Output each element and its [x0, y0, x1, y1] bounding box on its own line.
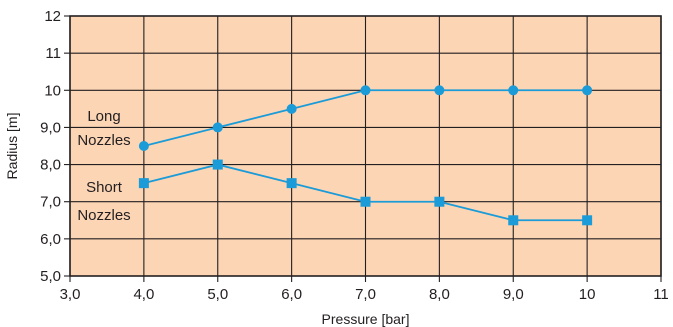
series-long-nozzles: [138, 85, 593, 151]
y-tick-label: 5,0: [40, 268, 61, 285]
data-point: [360, 196, 371, 207]
data-point: [138, 178, 149, 189]
series-short-nozzles: [138, 159, 593, 226]
x-tick-label: 6,0: [281, 286, 302, 303]
y-tick-label: 7,0: [40, 194, 61, 211]
data-point: [508, 215, 519, 226]
series-labels: Long Nozzles Short Nozzles: [77, 108, 130, 224]
x-axis-label: Pressure [bar]: [322, 311, 410, 327]
data-point: [212, 159, 223, 170]
series-label-line: Nozzles: [77, 132, 130, 149]
y-tick-label: 6,0: [40, 231, 61, 248]
x-tick-label: 7,0: [355, 286, 376, 303]
series-label-line: Short: [86, 179, 123, 196]
y-tick-label: 9,0: [40, 119, 61, 136]
x-tick-label: 5,0: [207, 286, 228, 303]
data-point: [582, 85, 593, 96]
data-point: [434, 196, 445, 207]
data-point: [286, 103, 297, 114]
data-point: [212, 122, 223, 133]
data-point: [286, 178, 297, 189]
y-tick-label: 12: [44, 8, 61, 25]
y-axis-ticks: 5,0 6,0 7,0 8,0 9,0 10 11 12: [40, 8, 70, 285]
x-tick-label: 3,0: [60, 286, 81, 303]
data-point: [508, 85, 519, 96]
data-point: [138, 141, 149, 151]
data-point: [434, 85, 445, 96]
x-tick-label: 4,0: [133, 286, 154, 303]
x-axis-ticks: 3,0 4,0 5,0 6,0 7,0 8,0 9,0 10 11: [60, 276, 669, 303]
data-point: [582, 215, 593, 226]
series-label-line: Nozzles: [77, 207, 130, 224]
x-tick-label: 11: [653, 286, 669, 303]
y-tick-label: 11: [45, 45, 61, 62]
y-tick-label: 10: [44, 82, 61, 99]
x-tick-label: 9,0: [503, 286, 524, 303]
data-point: [360, 85, 371, 96]
series-label-line: Long: [87, 108, 120, 125]
x-tick-label: 8,0: [429, 286, 450, 303]
series-layer: [138, 85, 593, 226]
y-axis-label: Radius [m]: [4, 113, 20, 180]
y-tick-label: 8,0: [40, 157, 61, 174]
x-tick-label: 10: [579, 286, 596, 303]
